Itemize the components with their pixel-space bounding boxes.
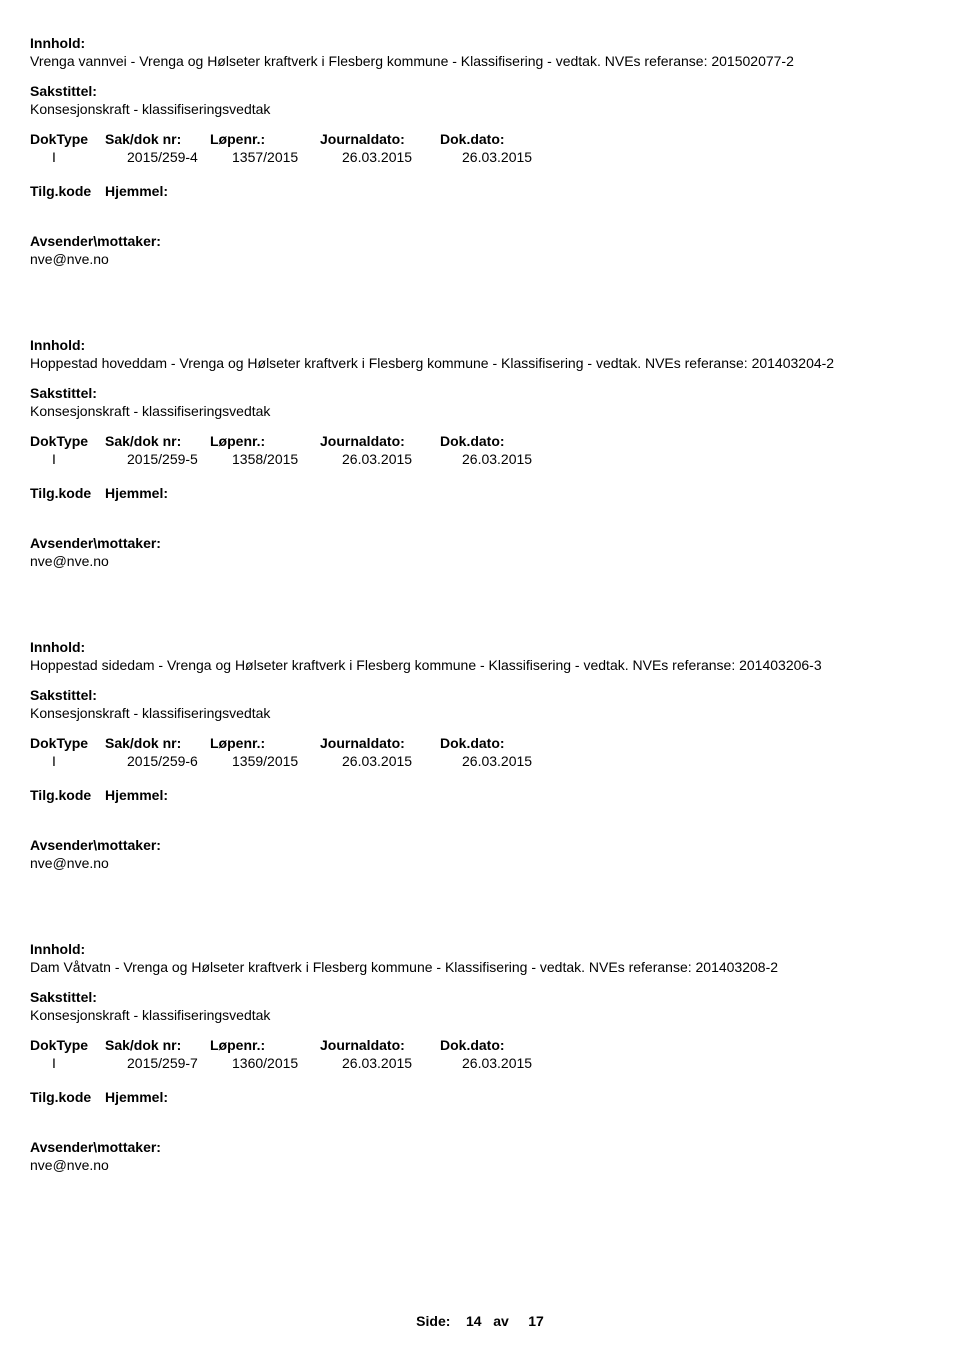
lopenr-value: 1357/2015 xyxy=(232,149,342,165)
lopenr-value: 1358/2015 xyxy=(232,451,342,467)
col-doktype-header: DokType xyxy=(30,735,105,751)
sakstittel-label: Sakstittel: xyxy=(30,83,930,99)
sakstittel-text: Konsesjonskraft - klassifiseringsvedtak xyxy=(30,101,930,117)
col-lopenr-header: Løpenr.: xyxy=(210,735,320,751)
innhold-label: Innhold: xyxy=(30,941,930,957)
dokdato-value: 26.03.2015 xyxy=(462,451,572,467)
sakstittel-label: Sakstittel: xyxy=(30,687,930,703)
tilgkode-label: Tilg.kode xyxy=(30,787,105,803)
innhold-text: Hoppestad hoveddam - Vrenga og Hølseter … xyxy=(30,355,930,371)
col-journal-header: Journaldato: xyxy=(320,131,440,147)
table-header: DokType Sak/dok nr: Løpenr.: Journaldato… xyxy=(30,1037,930,1053)
col-journal-header: Journaldato: xyxy=(320,433,440,449)
hjemmel-label: Hjemmel: xyxy=(105,787,168,803)
journal-value: 26.03.2015 xyxy=(342,149,462,165)
hjemmel-label: Hjemmel: xyxy=(105,183,168,199)
sakstittel-text: Konsesjonskraft - klassifiseringsvedtak xyxy=(30,705,930,721)
avsender-text: nve@nve.no xyxy=(30,1157,930,1173)
journal-value: 26.03.2015 xyxy=(342,1055,462,1071)
tilg-row: Tilg.kode Hjemmel: xyxy=(30,787,930,803)
sakdok-value: 2015/259-5 xyxy=(127,451,232,467)
dokdato-value: 26.03.2015 xyxy=(462,1055,572,1071)
col-dokdato-header: Dok.dato: xyxy=(440,735,550,751)
avsender-label: Avsender\mottaker: xyxy=(30,535,930,551)
journal-entry-2: Innhold: Hoppestad sidedam - Vrenga og H… xyxy=(30,639,930,871)
dokdato-value: 26.03.2015 xyxy=(462,753,572,769)
journal-value: 26.03.2015 xyxy=(342,753,462,769)
hjemmel-label: Hjemmel: xyxy=(105,485,168,501)
innhold-text: Dam Våtvatn - Vrenga og Hølseter kraftve… xyxy=(30,959,930,975)
table-row: I 2015/259-6 1359/2015 26.03.2015 26.03.… xyxy=(30,753,930,769)
avsender-label: Avsender\mottaker: xyxy=(30,837,930,853)
doktype-value: I xyxy=(30,1055,127,1071)
avsender-text: nve@nve.no xyxy=(30,855,930,871)
table-row: I 2015/259-5 1358/2015 26.03.2015 26.03.… xyxy=(30,451,930,467)
tilgkode-label: Tilg.kode xyxy=(30,1089,105,1105)
sakstittel-label: Sakstittel: xyxy=(30,989,930,1005)
innhold-label: Innhold: xyxy=(30,337,930,353)
innhold-text: Vrenga vannvei - Vrenga og Hølseter kraf… xyxy=(30,53,930,69)
hjemmel-label: Hjemmel: xyxy=(105,1089,168,1105)
tilgkode-label: Tilg.kode xyxy=(30,485,105,501)
col-sakdok-header: Sak/dok nr: xyxy=(105,433,210,449)
table-header: DokType Sak/dok nr: Løpenr.: Journaldato… xyxy=(30,433,930,449)
av-label: av xyxy=(493,1313,509,1329)
col-dokdato-header: Dok.dato: xyxy=(440,1037,550,1053)
tilg-row: Tilg.kode Hjemmel: xyxy=(30,1089,930,1105)
journal-value: 26.03.2015 xyxy=(342,451,462,467)
tilgkode-label: Tilg.kode xyxy=(30,183,105,199)
sakdok-value: 2015/259-4 xyxy=(127,149,232,165)
col-dokdato-header: Dok.dato: xyxy=(440,131,550,147)
journal-entry-3: Innhold: Dam Våtvatn - Vrenga og Hølsete… xyxy=(30,941,930,1173)
col-doktype-header: DokType xyxy=(30,1037,105,1053)
col-sakdok-header: Sak/dok nr: xyxy=(105,1037,210,1053)
avsender-text: nve@nve.no xyxy=(30,251,930,267)
sakstittel-text: Konsesjonskraft - klassifiseringsvedtak xyxy=(30,403,930,419)
col-lopenr-header: Løpenr.: xyxy=(210,1037,320,1053)
avsender-label: Avsender\mottaker: xyxy=(30,233,930,249)
col-sakdok-header: Sak/dok nr: xyxy=(105,735,210,751)
col-journal-header: Journaldato: xyxy=(320,735,440,751)
sakdok-value: 2015/259-7 xyxy=(127,1055,232,1071)
avsender-text: nve@nve.no xyxy=(30,553,930,569)
col-lopenr-header: Løpenr.: xyxy=(210,433,320,449)
side-label: Side: xyxy=(416,1313,450,1329)
sakdok-value: 2015/259-6 xyxy=(127,753,232,769)
page-footer: Side: 14 av 17 xyxy=(30,1313,930,1329)
tilg-row: Tilg.kode Hjemmel: xyxy=(30,485,930,501)
col-lopenr-header: Løpenr.: xyxy=(210,131,320,147)
journal-entry-0: Innhold: Vrenga vannvei - Vrenga og Høls… xyxy=(30,35,930,267)
col-doktype-header: DokType xyxy=(30,131,105,147)
col-journal-header: Journaldato: xyxy=(320,1037,440,1053)
table-row: I 2015/259-4 1357/2015 26.03.2015 26.03.… xyxy=(30,149,930,165)
page-total: 17 xyxy=(528,1313,544,1329)
avsender-label: Avsender\mottaker: xyxy=(30,1139,930,1155)
col-doktype-header: DokType xyxy=(30,433,105,449)
lopenr-value: 1360/2015 xyxy=(232,1055,342,1071)
innhold-label: Innhold: xyxy=(30,35,930,51)
innhold-label: Innhold: xyxy=(30,639,930,655)
table-header: DokType Sak/dok nr: Løpenr.: Journaldato… xyxy=(30,131,930,147)
page-number: 14 xyxy=(466,1313,482,1329)
col-dokdato-header: Dok.dato: xyxy=(440,433,550,449)
col-sakdok-header: Sak/dok nr: xyxy=(105,131,210,147)
sakstittel-text: Konsesjonskraft - klassifiseringsvedtak xyxy=(30,1007,930,1023)
table-row: I 2015/259-7 1360/2015 26.03.2015 26.03.… xyxy=(30,1055,930,1071)
innhold-text: Hoppestad sidedam - Vrenga og Hølseter k… xyxy=(30,657,930,673)
lopenr-value: 1359/2015 xyxy=(232,753,342,769)
dokdato-value: 26.03.2015 xyxy=(462,149,572,165)
journal-entry-1: Innhold: Hoppestad hoveddam - Vrenga og … xyxy=(30,337,930,569)
doktype-value: I xyxy=(30,451,127,467)
table-header: DokType Sak/dok nr: Løpenr.: Journaldato… xyxy=(30,735,930,751)
doktype-value: I xyxy=(30,753,127,769)
sakstittel-label: Sakstittel: xyxy=(30,385,930,401)
doktype-value: I xyxy=(30,149,127,165)
tilg-row: Tilg.kode Hjemmel: xyxy=(30,183,930,199)
